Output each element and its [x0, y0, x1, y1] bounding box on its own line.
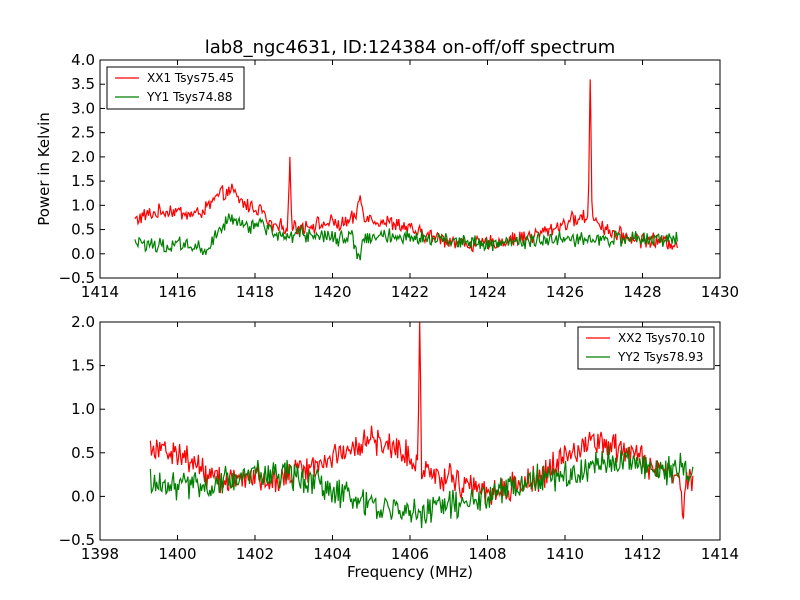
x-tick-label: 1414	[701, 545, 739, 563]
legend-box	[106, 66, 245, 110]
y-tick-label: 0.0	[71, 487, 95, 505]
legend-box	[577, 326, 715, 370]
bottom-spectrum-panel: 1398 1400 1402 1404 1406 1408 1410 1412 1414 −0.5…	[59, 313, 740, 581]
y-tick-label: −0.5	[59, 269, 95, 287]
legend-label-2: YY1 Tsys74.88	[146, 90, 232, 104]
top-axes: 1414 1416 1418 1420 1422 1424 1426 1428 1430 −0.5…	[59, 51, 740, 301]
top-spectrum-panel: lab8_ngc4631, ID:124384 on-off/off spect…	[35, 37, 739, 301]
legend-label-1: XX2 Tsys70.10	[618, 331, 705, 345]
y-axis-label: Power in Kelvin	[35, 112, 53, 226]
y-tick-label: 2.5	[71, 124, 95, 142]
y-tick-label: 3.0	[71, 99, 95, 117]
y-tick-label: 1.5	[71, 357, 95, 375]
x-tick-label: 1420	[313, 283, 351, 301]
top-legend: XX1 Tsys75.45 YY1 Tsys74.88	[106, 66, 245, 110]
x-tick-label: 1428	[623, 283, 661, 301]
y-tick-label: −0.5	[59, 531, 95, 549]
x-tick-label: 1410	[546, 545, 584, 563]
legend-label-1: XX1 Tsys75.45	[147, 71, 234, 85]
x-tick-label: 1406	[391, 545, 429, 563]
x-tick-label: 1404	[313, 545, 351, 563]
series-line-2	[149, 445, 694, 529]
y-tick-label: 2.0	[71, 148, 95, 166]
y-tick-label: 1.5	[71, 172, 95, 190]
x-tick-label: 1400	[158, 545, 196, 563]
chart-title: lab8_ngc4631, ID:124384 on-off/off spect…	[205, 37, 616, 58]
series-line-1	[134, 79, 678, 253]
y-tick-label: 1.0	[71, 400, 95, 418]
y-tick-label: 0.0	[71, 245, 95, 263]
x-tick-label: 1412	[623, 545, 661, 563]
bottom-axes: 1398 1400 1402 1404 1406 1408 1410 1412 1414 −0.5…	[59, 313, 740, 563]
x-tick-label: 1424	[468, 283, 506, 301]
top-series-layer	[134, 79, 678, 261]
y-tick-label: 0.5	[71, 444, 95, 462]
x-tick-label: 1418	[236, 283, 274, 301]
x-tick-label: 1416	[158, 283, 196, 301]
x-tick-label: 1414	[81, 283, 119, 301]
y-tick-label: 3.5	[71, 75, 95, 93]
x-axis-label: Frequency (MHz)	[347, 563, 473, 581]
x-tick-label: 1402	[236, 545, 274, 563]
legend-label-2: YY2 Tsys78.93	[617, 350, 703, 364]
x-tick-label: 1408	[468, 545, 506, 563]
y-tick-label: 1.0	[71, 196, 95, 214]
x-tick-label: 1426	[546, 283, 584, 301]
y-tick-label: 0.5	[71, 221, 95, 239]
series-line-2	[134, 213, 678, 261]
x-tick-label: 1422	[391, 283, 429, 301]
y-tick-label: 2.0	[71, 313, 95, 331]
y-tick-label: 4.0	[71, 51, 95, 69]
bottom-series-layer	[149, 322, 694, 529]
bottom-legend: XX2 Tsys70.10 YY2 Tsys78.93	[577, 326, 715, 370]
x-tick-label: 1398	[81, 545, 119, 563]
x-tick-label: 1430	[701, 283, 739, 301]
